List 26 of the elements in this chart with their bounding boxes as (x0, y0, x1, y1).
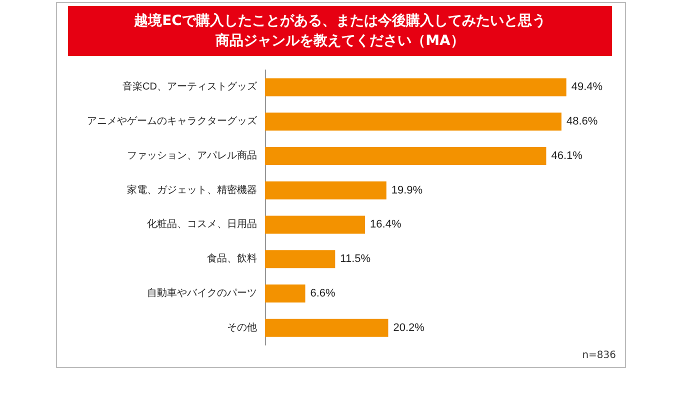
data-label: 20.2% (393, 322, 425, 334)
data-label: 6.6% (310, 287, 336, 300)
bar (265, 112, 562, 131)
y-tick-label: 音楽CD、アーティストグッズ (122, 80, 258, 93)
y-tick-label: 家電、ガジェット、精密機器 (127, 184, 257, 196)
data-label: 46.1% (551, 150, 583, 162)
y-tick-label: 自動車やバイクのパーツ (147, 286, 257, 299)
bar (265, 181, 386, 200)
data-label: 19.9% (391, 184, 423, 196)
chart-title: 越境ECで購入したことがある、または今後購入してみたいと思う商品ジャンルを教えてください（MA） (133, 12, 547, 51)
y-tick-label: アニメやゲームのキャラクターグッズ (87, 115, 258, 128)
data-label: 16.4% (370, 218, 402, 231)
y-tick-label: 化粧品、コスメ、日用品 (147, 218, 257, 230)
bar (265, 216, 366, 234)
bar (265, 78, 566, 96)
bar (265, 318, 388, 337)
y-tick-label: その他 (227, 321, 257, 334)
text: n=836 (582, 350, 616, 361)
bar (265, 250, 336, 268)
data-label: 49.4% (571, 81, 603, 94)
data-label: 11.5% (340, 253, 371, 266)
data-label: 48.6% (566, 116, 598, 128)
y-tick-label: ファッション、アパレル商品 (127, 149, 257, 162)
bar (265, 284, 306, 302)
bar (265, 146, 546, 165)
y-tick-label: 食品、飲料 (207, 252, 257, 265)
